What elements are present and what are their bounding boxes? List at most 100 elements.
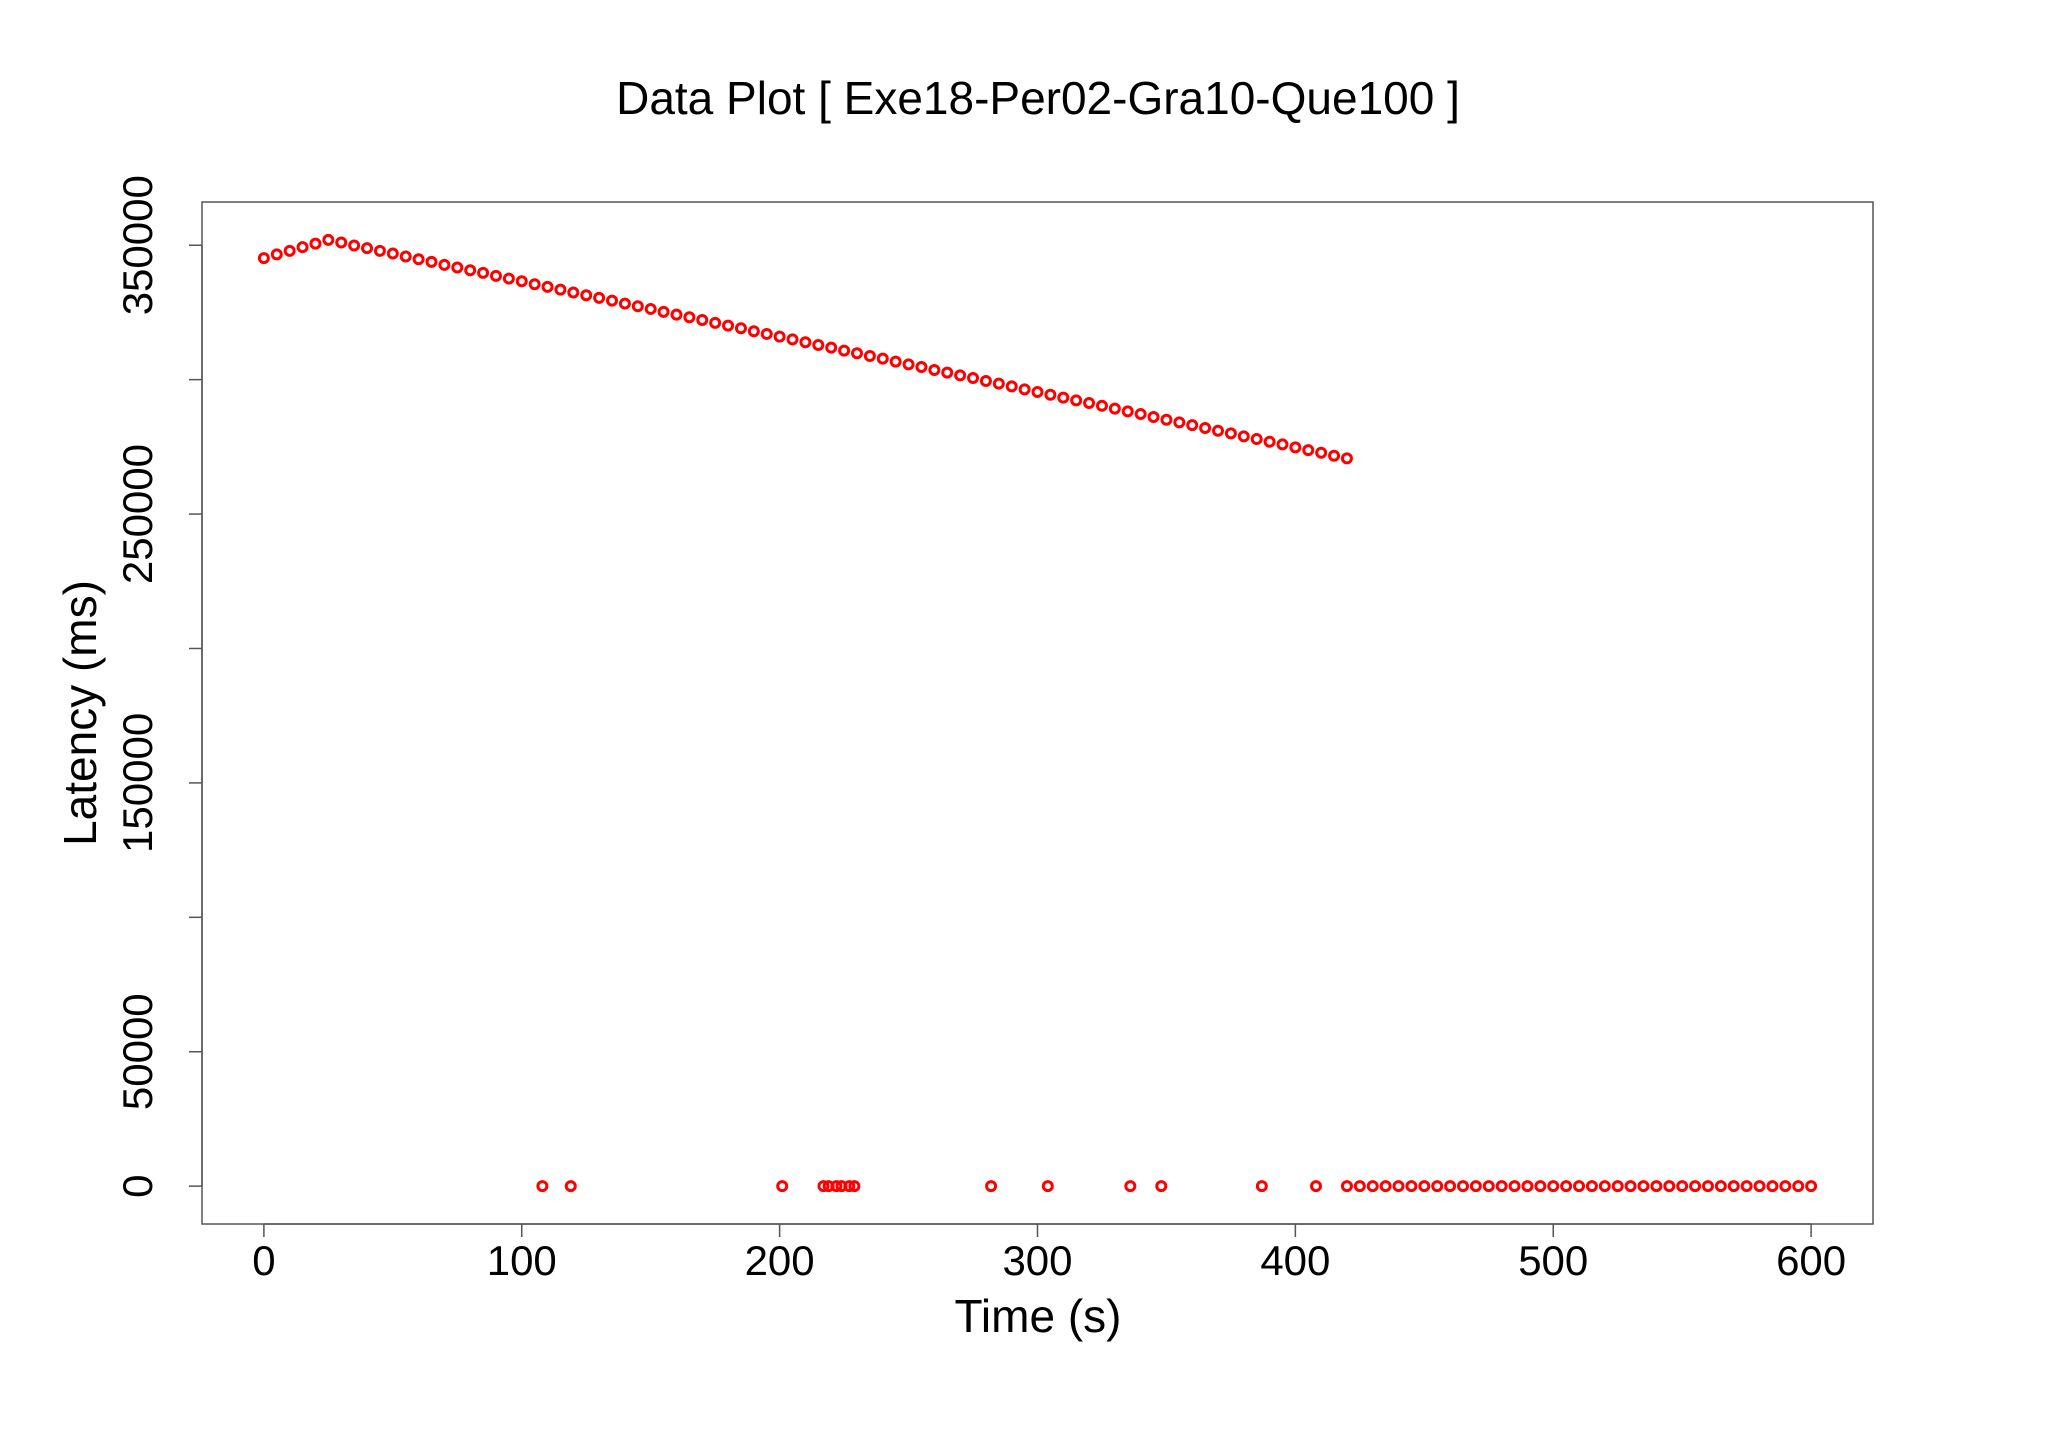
point — [1689, 1180, 1702, 1193]
point — [1392, 1180, 1405, 1193]
point — [1328, 449, 1341, 462]
point — [283, 244, 296, 257]
point — [309, 237, 322, 250]
point — [412, 253, 425, 266]
point — [863, 349, 876, 362]
point — [843, 1180, 856, 1193]
point — [1250, 433, 1263, 446]
point — [1134, 408, 1147, 421]
point — [1018, 383, 1031, 396]
point — [1031, 386, 1044, 399]
point — [1701, 1180, 1714, 1193]
point — [817, 1180, 830, 1193]
point — [954, 369, 967, 382]
point — [776, 1180, 789, 1193]
point — [1637, 1180, 1650, 1193]
point — [1155, 1180, 1168, 1193]
point — [1121, 405, 1134, 418]
point — [838, 344, 851, 357]
point — [1676, 1180, 1689, 1193]
x-tick-label: 100 — [487, 1237, 557, 1284]
point — [322, 233, 335, 246]
point — [889, 355, 902, 368]
point — [1005, 380, 1018, 393]
point — [1560, 1180, 1573, 1193]
chart-title: Data Plot [ Exe18-Per02-Gra10-Que100 ] — [616, 72, 1460, 124]
point — [1044, 388, 1057, 401]
point — [1573, 1180, 1586, 1193]
point — [773, 330, 786, 343]
y-tick-label: 150000 — [114, 713, 161, 853]
point — [915, 361, 928, 374]
point — [386, 247, 399, 260]
point — [536, 1180, 549, 1193]
point — [564, 1180, 577, 1193]
x-tick-label: 600 — [1776, 1237, 1846, 1284]
point — [373, 244, 386, 257]
point — [1186, 419, 1199, 432]
point — [734, 322, 747, 335]
point — [812, 338, 825, 351]
point — [477, 266, 490, 279]
point — [1753, 1180, 1766, 1193]
point — [1663, 1180, 1676, 1193]
point — [696, 313, 709, 326]
point — [1310, 1180, 1322, 1193]
point — [1418, 1180, 1431, 1193]
point — [1173, 416, 1186, 429]
point — [670, 308, 683, 321]
y-tick-label: 0 — [114, 1174, 161, 1197]
x-tick-label: 0 — [252, 1237, 275, 1284]
point — [296, 241, 309, 254]
y-tick-label: 350000 — [114, 175, 161, 315]
point — [580, 289, 593, 302]
point — [1805, 1180, 1818, 1193]
point — [489, 269, 502, 282]
point — [786, 333, 799, 346]
point — [644, 302, 657, 315]
point — [1534, 1180, 1547, 1193]
point — [451, 261, 464, 274]
point — [631, 300, 644, 313]
point — [941, 366, 954, 379]
point — [985, 1180, 998, 1193]
point — [830, 1180, 843, 1193]
point — [722, 319, 735, 332]
y-tick-label: 50000 — [114, 993, 161, 1110]
point — [1095, 399, 1108, 412]
point — [979, 374, 992, 387]
point — [541, 280, 554, 293]
point — [425, 255, 438, 268]
x-tick-label: 400 — [1260, 1237, 1330, 1284]
point — [1366, 1180, 1379, 1193]
point — [1276, 438, 1289, 451]
point — [1585, 1180, 1598, 1193]
point — [1237, 430, 1250, 443]
point — [1469, 1180, 1482, 1193]
point — [1041, 1180, 1054, 1193]
point — [992, 377, 1005, 390]
point — [1160, 413, 1173, 426]
point — [464, 264, 477, 277]
point — [1521, 1180, 1534, 1193]
point — [515, 275, 528, 288]
point — [1255, 1180, 1268, 1193]
point — [683, 311, 696, 324]
point — [1340, 1180, 1353, 1193]
point — [1315, 446, 1328, 459]
point — [799, 336, 812, 349]
x-tick-label: 300 — [1002, 1237, 1072, 1284]
point — [270, 248, 283, 261]
point — [1353, 1180, 1366, 1193]
point — [1714, 1180, 1727, 1193]
point — [1212, 424, 1225, 437]
point — [1289, 441, 1302, 454]
point — [1779, 1180, 1792, 1193]
x-axis-label: Time (s) — [955, 1290, 1122, 1342]
point — [1263, 435, 1276, 448]
point — [348, 239, 361, 252]
point — [760, 327, 773, 340]
point — [848, 1180, 861, 1193]
point — [1792, 1180, 1805, 1193]
point — [335, 236, 348, 249]
